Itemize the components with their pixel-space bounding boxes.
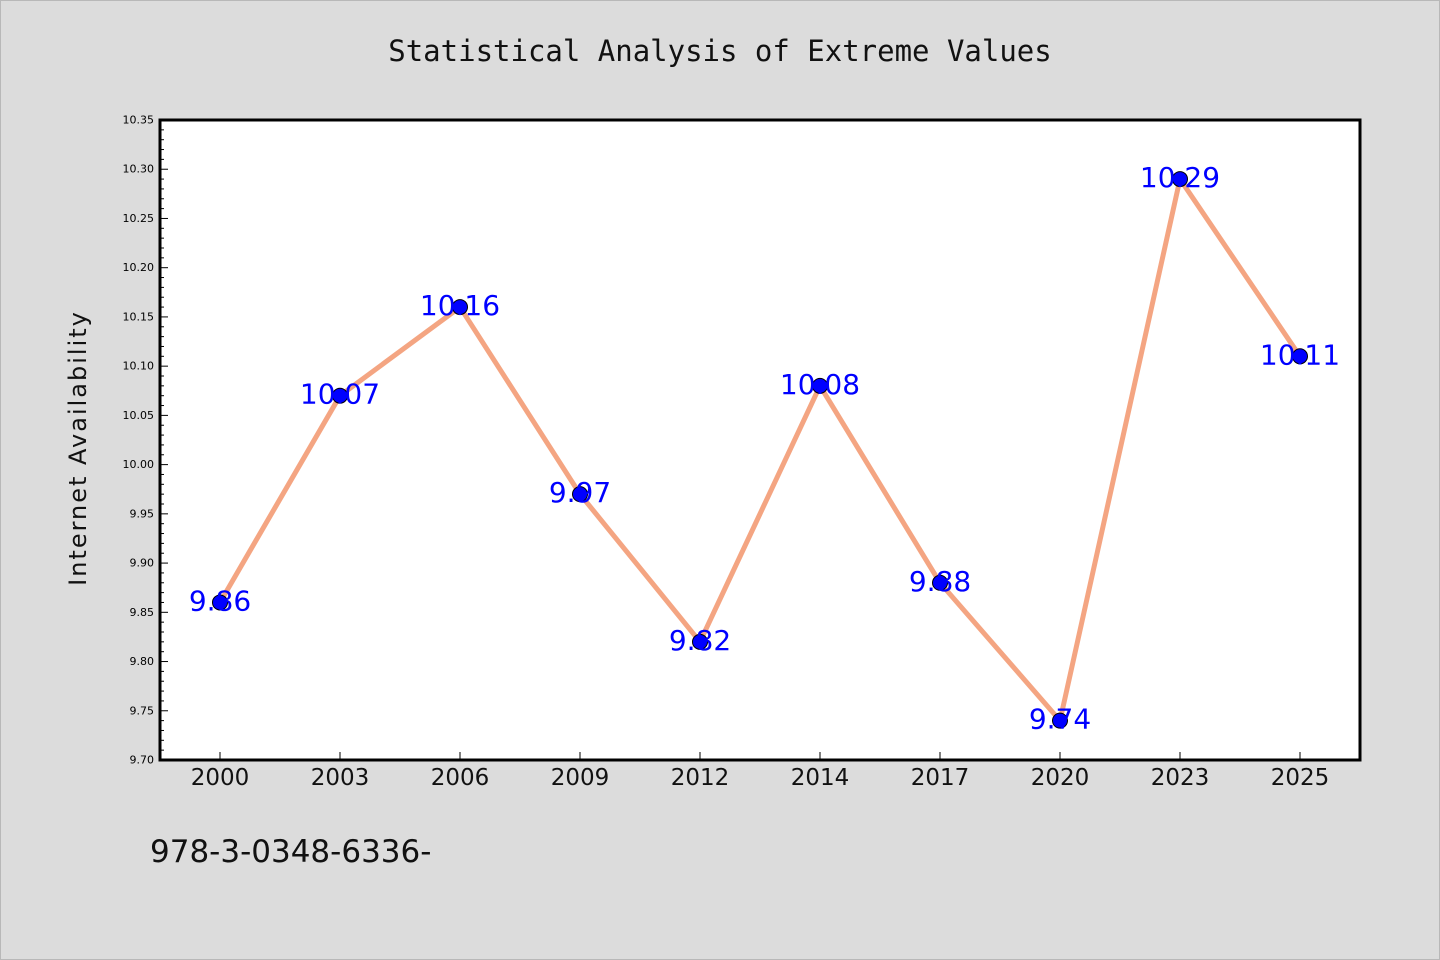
- x-tick-label: 2014: [791, 765, 850, 791]
- y-tick-label: 10.20: [123, 261, 155, 274]
- x-tick-label: 2017: [911, 765, 970, 791]
- x-axis: 2000 2003 2006 2009 2012 2014 2017 2020 2023 2025: [191, 752, 1330, 791]
- y-axis: 9.70 9.75 9.80 9.85 9.90 9.95 10.00 10.05 10.10 1…: [123, 114, 168, 767]
- y-tick-label: 10.35: [123, 114, 155, 127]
- data-label: 10.16: [420, 289, 500, 322]
- data-label: 10.11: [1260, 338, 1340, 371]
- data-label: 10.07: [300, 378, 380, 411]
- data-point: [932, 574, 948, 591]
- x-tick-label: 2009: [551, 765, 610, 791]
- data-label: 10.08: [780, 368, 860, 401]
- data-labels: 9.86 10.07 10.16 9.97 9.82 10.08 9.88 9.74 10.29…: [189, 161, 1340, 736]
- y-tick-label: 10.05: [123, 409, 155, 422]
- plot-area: [158, 118, 1362, 762]
- data-points: [212, 171, 1308, 729]
- data-point: [572, 486, 588, 503]
- y-tick-label: 9.95: [130, 507, 155, 520]
- x-tick-label: 2000: [191, 765, 250, 791]
- series-line: [217, 176, 1303, 724]
- x-tick-label: 2003: [311, 765, 370, 791]
- data-label: 9.88: [909, 565, 971, 598]
- data-point: [812, 377, 828, 394]
- data-label: 9.97: [549, 476, 611, 509]
- y-tick-label: 10.10: [123, 360, 155, 373]
- y-tick-label: 9.80: [130, 655, 155, 668]
- x-tick-label: 2012: [671, 765, 730, 791]
- data-point: [332, 387, 348, 404]
- y-tick-label: 10.00: [123, 458, 155, 471]
- y-tick-label: 10.30: [123, 163, 155, 176]
- y-tick-label: 10.15: [123, 310, 155, 323]
- x-tick-label: 2020: [1031, 765, 1090, 791]
- data-point: [1052, 712, 1068, 729]
- data-label: 9.82: [669, 624, 731, 657]
- data-point: [212, 594, 228, 611]
- x-tick-label: 2006: [431, 765, 490, 791]
- y-tick-label: 10.25: [123, 212, 155, 225]
- y-tick-label: 9.90: [130, 557, 155, 570]
- y-tick-label: 9.85: [130, 606, 155, 619]
- y-tick-label: 9.70: [130, 754, 155, 767]
- footer-code: 978-3-0348-6336-: [150, 834, 432, 870]
- data-point: [692, 633, 708, 650]
- data-point: [452, 299, 468, 316]
- data-label: 9.86: [189, 584, 251, 617]
- data-point: [1292, 348, 1308, 365]
- data-label: 10.29: [1140, 161, 1220, 194]
- x-tick-label: 2025: [1271, 765, 1330, 791]
- data-point: [1172, 171, 1188, 188]
- x-tick-label: 2023: [1151, 765, 1210, 791]
- y-tick-label: 9.75: [130, 704, 155, 717]
- data-label: 9.74: [1029, 703, 1091, 736]
- chart-title: Statistical Analysis of Extreme Values: [388, 34, 1052, 68]
